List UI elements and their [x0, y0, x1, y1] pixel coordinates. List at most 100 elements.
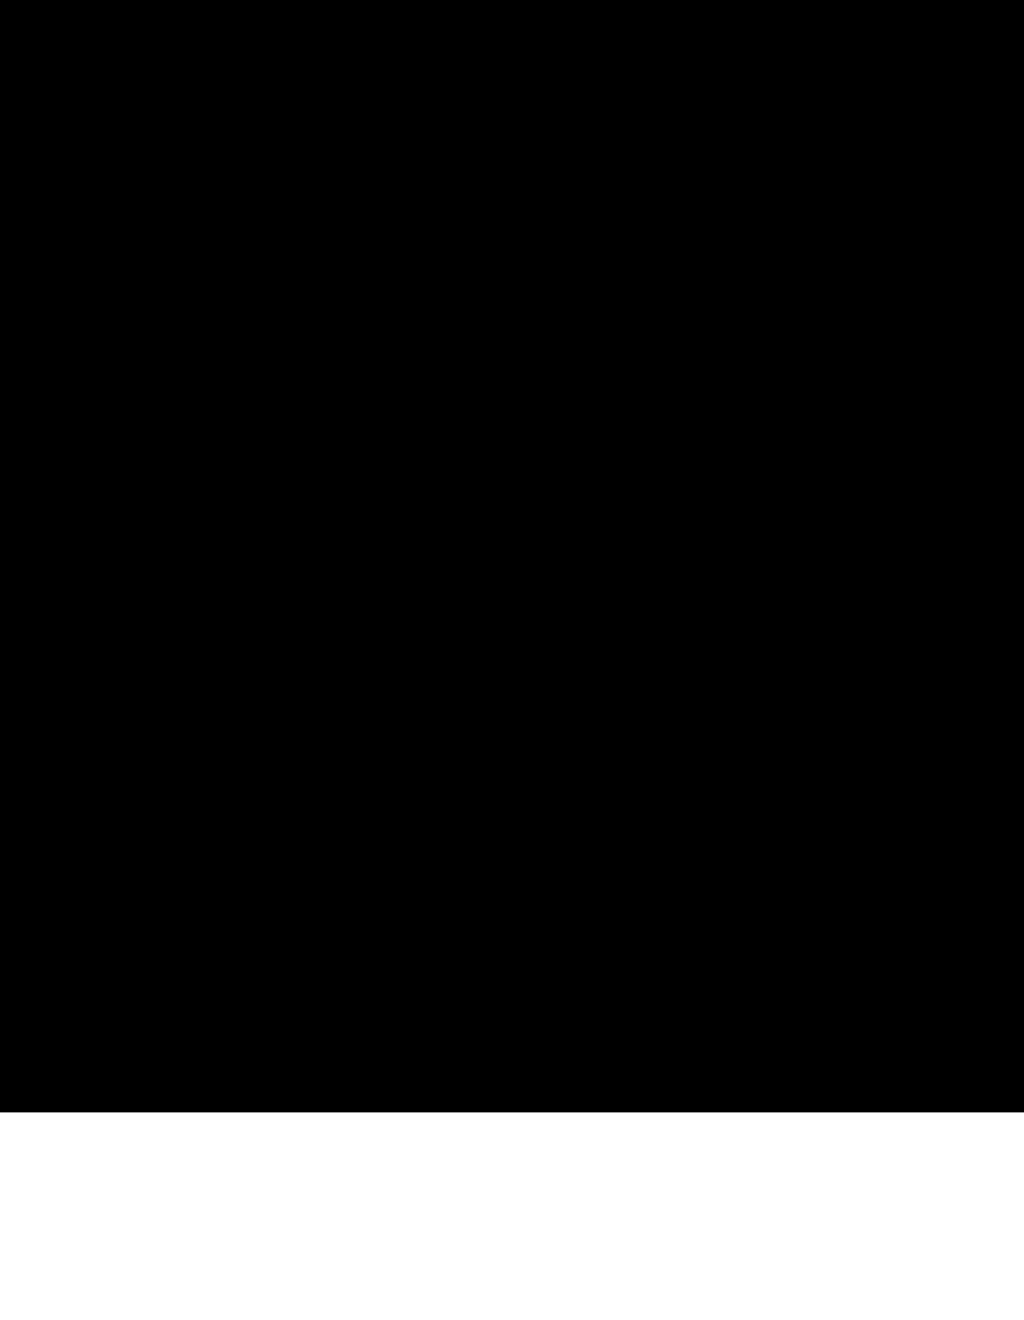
- Text: MN$_{LA2}$(CoA): MN$_{LA2}$(CoA): [151, 495, 196, 507]
- Text: CN: CN: [605, 813, 636, 833]
- Text: ePDG: ePDG: [357, 817, 395, 829]
- FancyBboxPatch shape: [217, 490, 271, 512]
- Text: SA: SA: [188, 263, 198, 272]
- Text: 80 bytes: 80 bytes: [577, 314, 607, 319]
- FancyBboxPatch shape: [238, 550, 295, 572]
- FancyBboxPatch shape: [641, 279, 726, 300]
- Text: ePDG: ePDG: [311, 557, 332, 565]
- FancyBboxPatch shape: [516, 550, 595, 572]
- Text: CN: CN: [257, 616, 267, 626]
- Text: Payload: Payload: [669, 420, 698, 429]
- Text: SA: SA: [468, 397, 478, 407]
- Text: DA: DA: [509, 87, 521, 95]
- FancyBboxPatch shape: [564, 102, 655, 123]
- Text: 80 bytes: 80 bytes: [215, 449, 245, 455]
- Text: DA: DA: [150, 540, 161, 549]
- Text: DA: DA: [581, 397, 592, 407]
- Text: DA: DA: [153, 397, 164, 407]
- Text: SA: SA: [543, 263, 553, 272]
- FancyBboxPatch shape: [148, 345, 240, 367]
- Text: 40 bytes: 40 bytes: [227, 525, 257, 532]
- FancyBboxPatch shape: [493, 102, 564, 123]
- Text: Jul. 29, 2010   Sheet 9 of 15: Jul. 29, 2010 Sheet 9 of 15: [415, 24, 609, 37]
- Text: n3G-HA: n3G-HA: [393, 529, 446, 543]
- FancyBboxPatch shape: [155, 102, 226, 123]
- Text: 3G-HA: 3G-HA: [469, 285, 494, 293]
- FancyBboxPatch shape: [128, 490, 217, 512]
- Text: n3G-HA: n3G-HA: [194, 557, 223, 565]
- FancyBboxPatch shape: [458, 610, 506, 632]
- Text: MN: MN: [136, 813, 172, 833]
- Text: MN$_{HoA}$: MN$_{HoA}$: [602, 282, 627, 296]
- Text: ePDG: ePDG: [483, 351, 504, 360]
- Text: RA(CoA): RA(CoA): [516, 285, 547, 293]
- Text: Payload: Payload: [303, 420, 334, 429]
- FancyBboxPatch shape: [641, 610, 726, 632]
- Text: SA: SA: [543, 397, 553, 407]
- FancyBboxPatch shape: [151, 413, 197, 436]
- FancyBboxPatch shape: [506, 610, 558, 632]
- Text: RA(CoA): RA(CoA): [110, 420, 141, 429]
- Text: (3G-HA): (3G-HA): [397, 242, 443, 251]
- Text: SA: SA: [113, 594, 123, 603]
- Text: Payload: Payload: [669, 616, 698, 626]
- Text: Payload: Payload: [637, 496, 667, 506]
- Text: (3G-HA): (3G-HA): [465, 826, 520, 840]
- FancyBboxPatch shape: [271, 490, 356, 512]
- Text: SA: SA: [468, 594, 478, 603]
- FancyBboxPatch shape: [558, 279, 589, 300]
- Text: 3G-HA: 3G-HA: [162, 616, 186, 626]
- FancyBboxPatch shape: [390, 370, 450, 403]
- Text: DA: DA: [153, 594, 164, 603]
- FancyBboxPatch shape: [350, 799, 402, 847]
- Text: n3G-HoA: n3G-HoA: [555, 351, 590, 360]
- Text: n3G-HoA: n3G-HoA: [176, 351, 211, 360]
- Text: 3G-HA: 3G-HA: [162, 420, 186, 429]
- Text: CN: CN: [257, 420, 267, 429]
- Text: 80 bytes: 80 bytes: [215, 314, 245, 319]
- Text: DA: DA: [224, 397, 236, 407]
- Text: CN: CN: [567, 285, 579, 293]
- FancyBboxPatch shape: [197, 279, 247, 300]
- Text: DA: DA: [535, 335, 546, 345]
- Text: 3G-HA: 3G-HA: [469, 420, 494, 429]
- Text: MN$_{HoA}$: MN$_{HoA}$: [602, 615, 627, 627]
- Text: n3G-HA: n3G-HA: [253, 816, 317, 830]
- FancyBboxPatch shape: [390, 663, 450, 696]
- Text: 3G-HA: 3G-HA: [162, 285, 186, 293]
- FancyBboxPatch shape: [100, 550, 179, 572]
- Text: n3G-HoA: n3G-HoA: [660, 557, 694, 565]
- FancyBboxPatch shape: [118, 784, 190, 862]
- FancyBboxPatch shape: [100, 279, 151, 300]
- Text: RA(CoA): RA(CoA): [110, 616, 141, 626]
- FancyBboxPatch shape: [197, 610, 247, 632]
- FancyBboxPatch shape: [247, 279, 278, 300]
- FancyBboxPatch shape: [151, 279, 197, 300]
- Text: 40 bytes: 40 bytes: [543, 137, 572, 143]
- Text: MN$_{LA}$ (CoA): MN$_{LA}$ (CoA): [540, 495, 584, 507]
- Text: after: after: [721, 500, 759, 513]
- FancyBboxPatch shape: [259, 102, 350, 123]
- Text: Payload: Payload: [669, 285, 698, 293]
- FancyBboxPatch shape: [247, 610, 278, 632]
- FancyBboxPatch shape: [383, 214, 457, 261]
- Text: n3G-HA: n3G-HA: [472, 557, 502, 565]
- FancyBboxPatch shape: [100, 413, 151, 436]
- Text: Fig. 18: Fig. 18: [531, 711, 579, 725]
- FancyBboxPatch shape: [247, 413, 278, 436]
- Text: CN: CN: [567, 420, 579, 429]
- Text: DA: DA: [224, 594, 236, 603]
- Text: Fig. 20: Fig. 20: [535, 891, 581, 906]
- Text: SA: SA: [470, 335, 480, 345]
- Text: SA: SA: [188, 594, 198, 603]
- Text: SA: SA: [113, 397, 123, 407]
- Text: SA: SA: [215, 540, 225, 549]
- Text: 3G-HA: 3G-HA: [469, 616, 494, 626]
- Text: 80 bytes: 80 bytes: [215, 645, 245, 652]
- Text: Payload: Payload: [594, 107, 625, 116]
- FancyBboxPatch shape: [278, 279, 360, 300]
- Text: PDN-GW: PDN-GW: [463, 807, 522, 820]
- Text: 80 bytes: 80 bytes: [577, 645, 607, 652]
- FancyBboxPatch shape: [608, 490, 696, 512]
- Text: 86 bytes: 86 bytes: [209, 586, 240, 591]
